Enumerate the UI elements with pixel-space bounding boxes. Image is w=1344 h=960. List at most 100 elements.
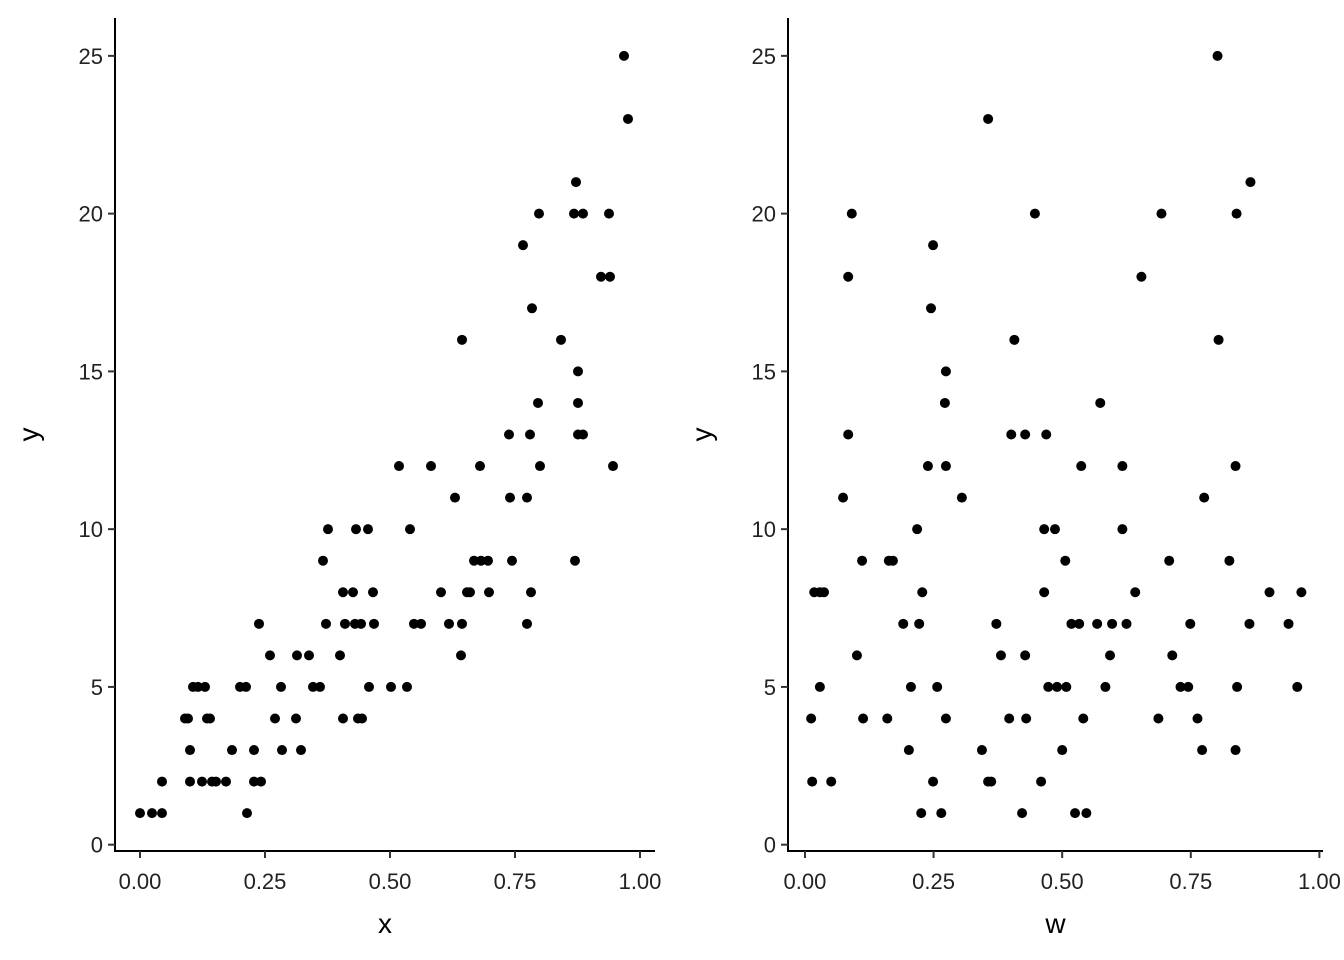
point: [1004, 713, 1015, 724]
point: [249, 745, 259, 756]
point: [527, 303, 537, 314]
point: [394, 461, 404, 472]
x-tick-label: 1.00: [619, 869, 662, 894]
point: [357, 713, 367, 724]
point: [304, 650, 314, 661]
point: [917, 587, 928, 598]
point: [1245, 177, 1256, 188]
point: [843, 271, 854, 282]
point: [1292, 681, 1303, 692]
point: [578, 429, 588, 440]
point: [1043, 681, 1054, 692]
point: [857, 555, 868, 566]
point: [1167, 650, 1178, 661]
point: [185, 745, 195, 756]
y-axis-title: y: [13, 428, 44, 442]
point: [569, 208, 579, 219]
point: [484, 587, 494, 598]
point: [469, 555, 479, 566]
point: [416, 618, 426, 629]
point: [1117, 524, 1128, 535]
point: [1117, 461, 1128, 472]
point: [851, 650, 862, 661]
y-tick-label: 15: [79, 359, 103, 384]
point: [185, 776, 195, 787]
point: [254, 618, 264, 629]
point: [1197, 745, 1208, 756]
point: [265, 650, 275, 661]
point: [1121, 618, 1132, 629]
point: [221, 776, 231, 787]
point: [1070, 808, 1081, 819]
point: [1224, 555, 1235, 566]
point: [605, 271, 615, 282]
point: [1049, 524, 1060, 535]
y-tick-label: 25: [752, 44, 776, 69]
point: [1009, 334, 1020, 345]
y-tick-label: 5: [91, 675, 103, 700]
x-tick-label: 0.25: [244, 869, 287, 894]
point: [573, 366, 583, 377]
point: [200, 681, 210, 692]
point: [386, 681, 396, 692]
point: [335, 650, 345, 661]
point: [157, 808, 167, 819]
point: [1130, 587, 1141, 598]
x-axis-title: w: [1044, 908, 1066, 939]
point: [928, 240, 939, 251]
x-tick-label: 0.00: [784, 869, 827, 894]
point: [1136, 271, 1147, 282]
point: [1244, 618, 1255, 629]
point: [1021, 713, 1032, 724]
point: [369, 618, 379, 629]
x-tick-label: 0.75: [1169, 869, 1212, 894]
point: [436, 587, 446, 598]
point: [256, 776, 266, 787]
point: [926, 303, 937, 314]
point: [296, 745, 306, 756]
point: [315, 681, 325, 692]
point: [318, 555, 328, 566]
point: [858, 713, 869, 724]
point: [465, 587, 475, 598]
point: [1164, 555, 1175, 566]
y-tick-label: 5: [764, 675, 776, 700]
point: [556, 334, 566, 345]
point: [535, 461, 545, 472]
point: [368, 587, 378, 598]
point: [276, 681, 286, 692]
point: [578, 208, 588, 219]
point: [1230, 461, 1241, 472]
point: [323, 524, 333, 535]
point: [1036, 776, 1047, 787]
point: [1020, 429, 1031, 440]
point: [135, 808, 145, 819]
y-tick-label: 10: [79, 517, 103, 542]
point: [571, 177, 581, 188]
point: [292, 650, 302, 661]
point: [505, 492, 515, 503]
point: [197, 776, 207, 787]
point: [402, 681, 412, 692]
point: [898, 618, 909, 629]
y-tick-label: 20: [79, 202, 103, 227]
point: [183, 713, 193, 724]
point: [242, 808, 252, 819]
point: [351, 524, 361, 535]
y-tick-label: 20: [752, 202, 776, 227]
point: [940, 713, 951, 724]
point: [932, 681, 943, 692]
point: [1039, 524, 1050, 535]
y-tick-label: 10: [752, 517, 776, 542]
x-axis-title: x: [378, 908, 392, 939]
point: [409, 618, 419, 629]
x-tick-label: 1.00: [1298, 869, 1341, 894]
point: [518, 240, 528, 251]
point: [928, 776, 939, 787]
point: [819, 587, 830, 598]
point: [1029, 208, 1040, 219]
point: [914, 618, 925, 629]
point: [476, 555, 486, 566]
point: [1153, 713, 1164, 724]
